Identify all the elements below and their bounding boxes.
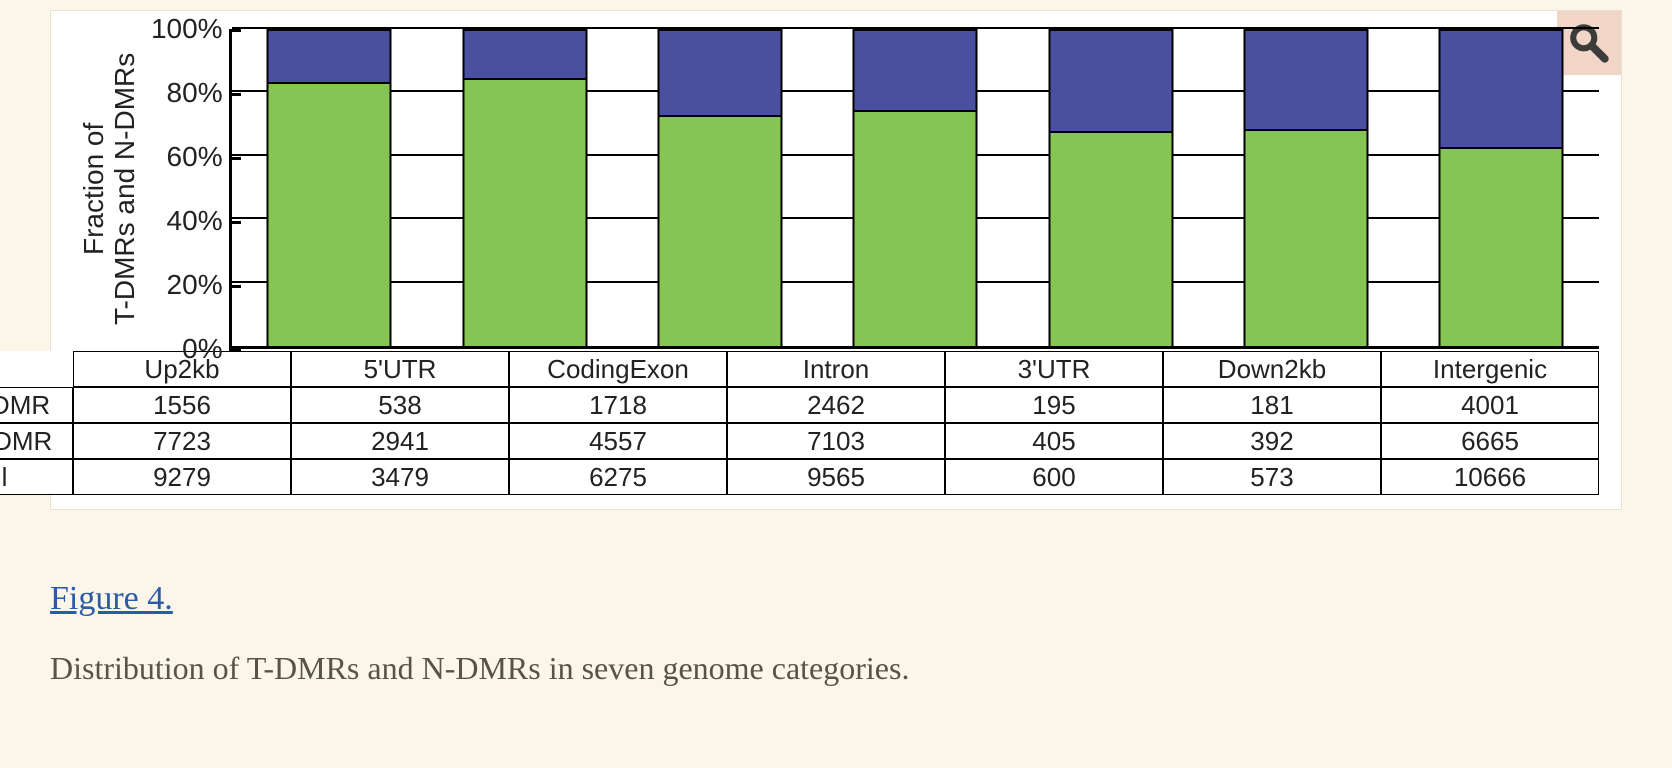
- table-cell: 1718: [509, 387, 727, 423]
- bar-stack: [267, 29, 392, 346]
- legend-label: All: [0, 462, 7, 493]
- y-tick: 0%: [182, 333, 228, 365]
- table-cell: 2941: [291, 423, 509, 459]
- bar-slot: [1404, 29, 1599, 346]
- bar-stack: [1439, 29, 1564, 346]
- bar-stack: [462, 29, 587, 346]
- table-cell: Down2kb: [1163, 351, 1381, 387]
- bar-segment-tdmr: [464, 31, 585, 80]
- bar-segment-ndmr: [464, 80, 585, 346]
- bar-slot: [622, 29, 817, 346]
- table-cell: Intron: [727, 351, 945, 387]
- table-cell: 5'UTR: [291, 351, 509, 387]
- bar-segment-ndmr: [659, 117, 780, 346]
- table-cell: 538: [291, 387, 509, 423]
- table-cell: 4557: [509, 423, 727, 459]
- table-cell: 405: [945, 423, 1163, 459]
- data-table: T-DMRN-DMRAll Up2kb5'UTRCodingExonIntron…: [73, 351, 1599, 495]
- bar-segment-ndmr: [1441, 149, 1562, 346]
- bar-segment-ndmr: [855, 112, 976, 346]
- bar-segment-tdmr: [1441, 31, 1562, 149]
- y-tick: 80%: [167, 77, 229, 109]
- table-cell: Intergenic: [1381, 351, 1599, 387]
- bar-segment-tdmr: [1245, 31, 1366, 131]
- y-tick: 60%: [167, 141, 229, 173]
- table-cell: 392: [1163, 423, 1381, 459]
- table-cell: 3479: [291, 459, 509, 495]
- table-row-headers: T-DMR N-DMR All: [0, 351, 73, 495]
- bar-segment-ndmr: [1050, 133, 1171, 346]
- table-cell: 181: [1163, 387, 1381, 423]
- bar-slot: [1208, 29, 1403, 346]
- figure-link[interactable]: Figure 4.: [50, 580, 173, 617]
- table-cell: 6275: [509, 459, 727, 495]
- bar-stack: [1243, 29, 1368, 346]
- chart-area: Fraction of T-DMRs and N-DMRs 0%20%40%60…: [73, 29, 1599, 349]
- bar-stack: [1048, 29, 1173, 346]
- table-cell: 9565: [727, 459, 945, 495]
- bar-container: [232, 29, 1599, 346]
- table-body: Up2kb5'UTRCodingExonIntron3'UTRDown2kbIn…: [73, 351, 1599, 495]
- table-row-header: [0, 351, 73, 387]
- table-cell: 6665: [1381, 423, 1599, 459]
- figure-panel: Fraction of T-DMRs and N-DMRs 0% 20% 40% 60…: [50, 10, 1622, 510]
- table-cell: 2462: [727, 387, 945, 423]
- table-cell: 3'UTR: [945, 351, 1163, 387]
- table-cell: 10666: [1381, 459, 1599, 495]
- y-axis-label: Fraction of T-DMRs and N-DMRs: [73, 29, 141, 349]
- bar-slot: [1013, 29, 1208, 346]
- y-tick: 20%: [167, 269, 229, 301]
- table-cell: 7723: [73, 423, 291, 459]
- table-row-header: N-DMR: [0, 423, 73, 459]
- legend-label: T-DMR: [0, 390, 50, 421]
- table-row-header: All: [0, 459, 73, 495]
- bar-segment-tdmr: [855, 31, 976, 112]
- table-cell: CodingExon: [509, 351, 727, 387]
- bar-stack: [853, 29, 978, 346]
- table-cell: 4001: [1381, 387, 1599, 423]
- bar-segment-tdmr: [1050, 31, 1171, 133]
- bar-segment-ndmr: [1245, 131, 1366, 346]
- figure-description: Distribution of T-DMRs and N-DMRs in sev…: [50, 650, 1622, 687]
- y-tick: 100%: [151, 13, 229, 45]
- table-row-header: T-DMR: [0, 387, 73, 423]
- table-cell: 7103: [727, 423, 945, 459]
- table-cell: 573: [1163, 459, 1381, 495]
- y-tick: 40%: [167, 205, 229, 237]
- bar-segment-tdmr: [659, 31, 780, 117]
- y-axis-ticks: 0%20%40%60%80%100%: [141, 29, 229, 349]
- table-cell: 195: [945, 387, 1163, 423]
- bar-slot: [232, 29, 427, 346]
- bar-stack: [657, 29, 782, 346]
- table-cell: 1556: [73, 387, 291, 423]
- bar-slot: [427, 29, 622, 346]
- table-cell: 600: [945, 459, 1163, 495]
- bar-segment-tdmr: [269, 31, 390, 84]
- bar-segment-ndmr: [269, 84, 390, 346]
- figure-caption: Figure 4. Distribution of T-DMRs and N-D…: [50, 580, 1622, 687]
- plot-area: [229, 29, 1599, 349]
- table-cell: 9279: [73, 459, 291, 495]
- legend-label: N-DMR: [0, 426, 52, 457]
- bar-slot: [818, 29, 1013, 346]
